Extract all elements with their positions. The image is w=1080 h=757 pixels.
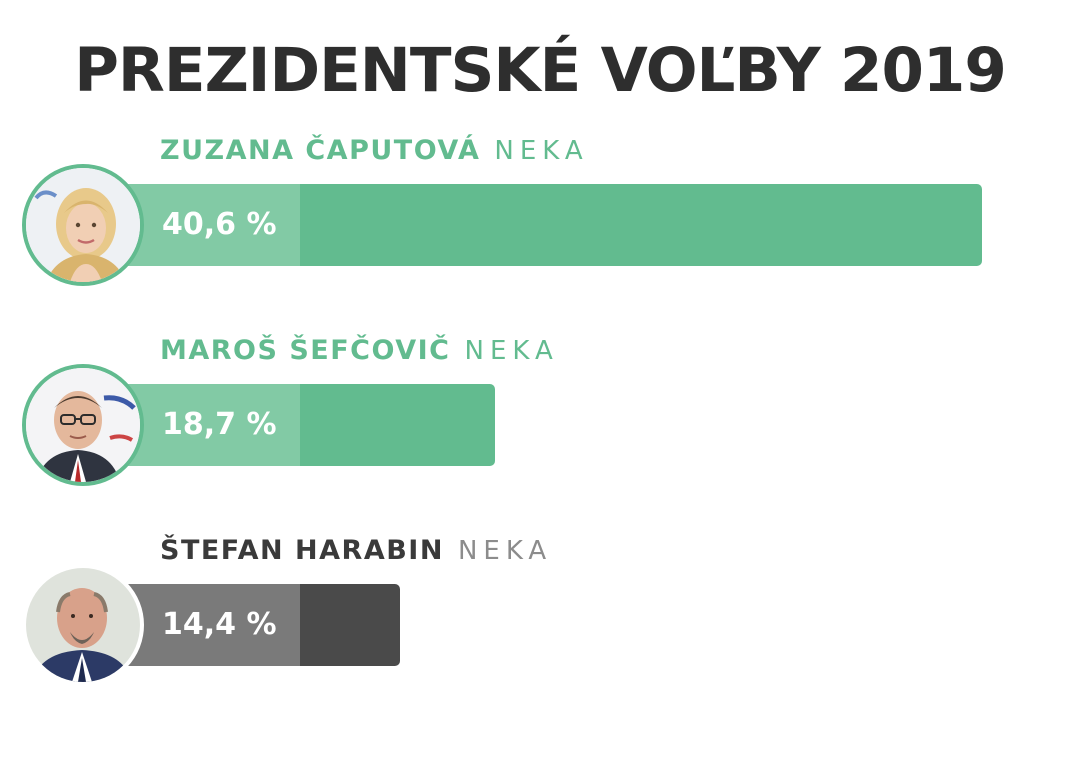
bar-value-label: 18,7 % [162,407,277,442]
candidate-name: ZUZANA ČAPUTOVÁ [160,135,481,166]
candidate-party: NEKA [464,336,559,366]
candidate-header: ŠTEFAN HARABIN NEKA [160,534,552,568]
candidate-row: MAROŠ ŠEFČOVIČ NEKA 18,7 % [0,334,1080,486]
result-bar: 40,6 % [80,184,982,266]
bar-value-label: 14,4 % [162,607,277,642]
man-bald-portrait-icon [26,568,140,682]
candidate-avatar [22,564,144,686]
candidate-row: ŠTEFAN HARABIN NEKA 14,4 % [0,534,1080,686]
candidate-party: NEKA [494,136,589,166]
woman-portrait-icon [26,168,140,282]
man-glasses-portrait-icon [26,368,140,482]
candidate-name: MAROŠ ŠEFČOVIČ [160,335,451,366]
candidate-avatar [22,364,144,486]
candidate-header: ZUZANA ČAPUTOVÁ NEKA [160,134,589,168]
candidate-party: NEKA [457,536,553,566]
candidate-row: ZUZANA ČAPUTOVÁ NEKA 40,6 % [0,134,1080,286]
bar-value-label: 40,6 % [162,207,277,242]
candidate-name: ŠTEFAN HARABIN [160,535,444,566]
candidate-header: MAROŠ ŠEFČOVIČ NEKA [160,334,559,368]
candidate-avatar [22,164,144,286]
chart-title: PREZIDENTSKÉ VOĽBY 2019 [74,35,1007,106]
